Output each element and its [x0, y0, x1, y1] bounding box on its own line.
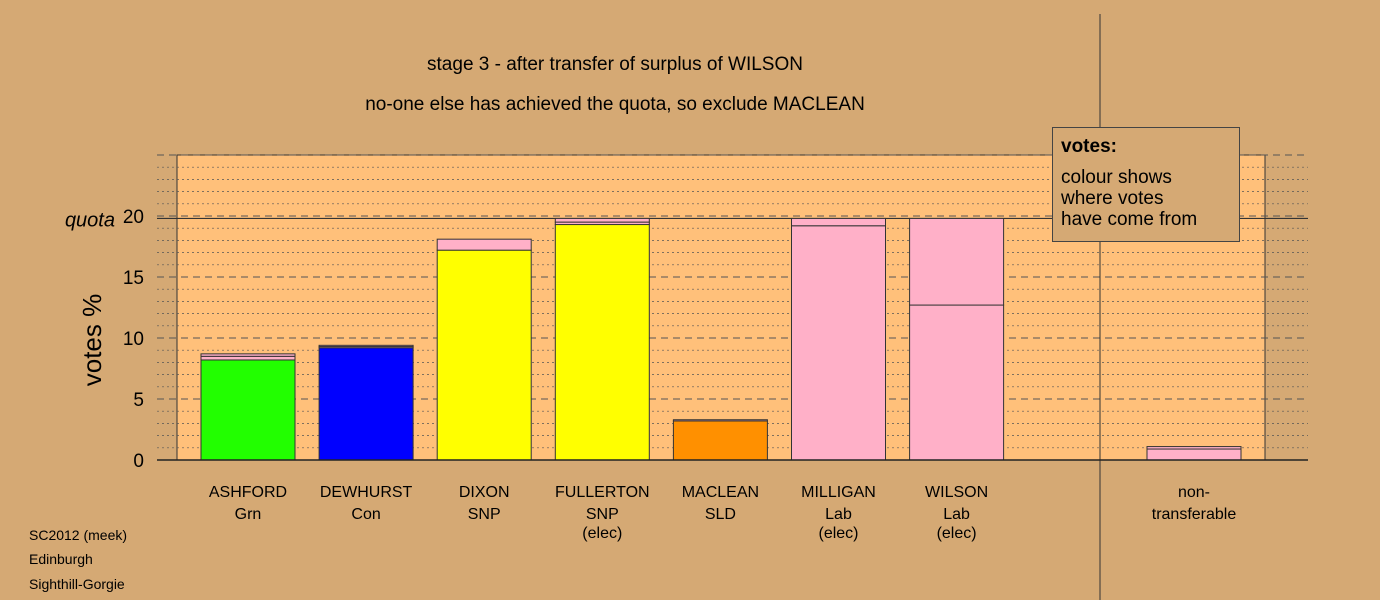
bar-fullerton-segment [554, 217, 650, 223]
x-label-name: WILSON [925, 484, 988, 501]
axes: 0 5 10 15 20 [123, 14, 1308, 600]
bar-wilson-segment [909, 304, 1005, 461]
bar-dixon-segment [436, 238, 532, 251]
x-label-nontransferable: non- [1178, 484, 1210, 501]
bar-dixon-segment [436, 249, 532, 461]
legend-line: colour shows [1061, 167, 1172, 188]
x-label-name: ASHFORD [209, 484, 287, 501]
x-label-party: Lab [825, 506, 852, 523]
x-label-name: MACLEAN [682, 484, 759, 501]
bar-milligan-segment [791, 225, 886, 461]
x-label-party: SNP [468, 506, 501, 523]
bar-fullerton-segment [554, 224, 650, 461]
x-label-party: SNP [586, 506, 619, 523]
y-tick-label: 15 [123, 268, 144, 289]
footer-system: SC2012 (meek) [29, 527, 128, 543]
quota-label: quota [65, 209, 115, 231]
x-label-party: Con [351, 506, 380, 523]
y-tick-label: 5 [133, 390, 144, 411]
bar-ashford-segment [200, 355, 296, 361]
footer-ward: Sighthill-Gorgie [29, 576, 125, 592]
x-label-party: Grn [235, 506, 262, 523]
x-tick-labels: ASHFORD Grn DEWHURST Con DIXON SNP FULLERTON SN… [209, 484, 1236, 542]
bar-maclean-segment [672, 420, 768, 461]
y-tick-label: 0 [133, 451, 144, 472]
x-label-party: Lab [943, 506, 970, 523]
legend: votes: colour shows where votes have com… [1052, 127, 1240, 242]
x-label-elected: (elec) [937, 525, 977, 542]
footer-council: Edinburgh [29, 551, 93, 567]
y-tick-label: 20 [123, 207, 144, 228]
chart-subtitle: no-one else has achieved the quota, so e… [365, 94, 865, 115]
x-label-name: FULLERTON [555, 484, 650, 501]
bar-ashford-segment [200, 353, 296, 357]
bar-dewhurst-segment [318, 347, 414, 461]
bar-dewhurst-segment [318, 344, 414, 348]
bar-nontransferable-segment [1146, 448, 1242, 461]
bar-maclean-segment [672, 419, 768, 422]
x-label-nontransferable: transferable [1152, 506, 1237, 523]
x-label-elected: (elec) [582, 525, 622, 542]
x-label-name: DEWHURST [320, 484, 413, 501]
chart-title: stage 3 - after transfer of surplus of W… [427, 54, 803, 75]
x-label-name: DIXON [459, 484, 510, 501]
x-label-party: SLD [705, 506, 736, 523]
x-label-elected: (elec) [818, 525, 858, 542]
bar-milligan-segment [791, 217, 886, 227]
bar-wilson-segment [909, 217, 1005, 306]
y-tick-label: 10 [123, 329, 144, 350]
x-label-name: MILLIGAN [801, 484, 876, 501]
legend-title: votes: [1061, 136, 1117, 157]
bar-ashford-segment [200, 359, 296, 461]
bar-nontransferable-segment [1146, 446, 1242, 450]
legend-line: where votes [1061, 188, 1164, 209]
y-axis-label: votes % [77, 294, 107, 387]
legend-line: have come from [1061, 209, 1198, 230]
